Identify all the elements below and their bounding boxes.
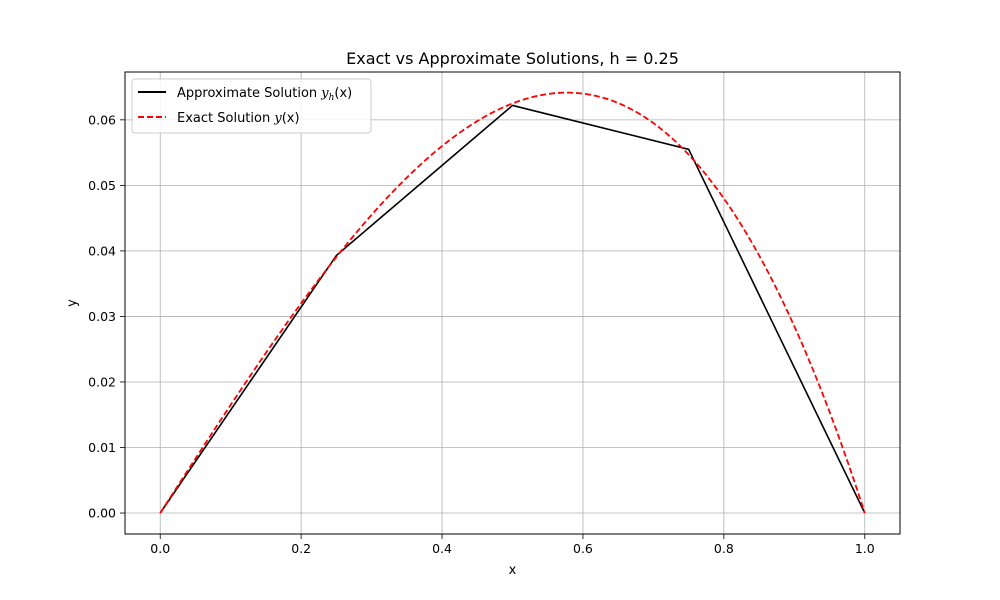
x-tick-label: 1.0: [855, 541, 875, 556]
plot-area: [159, 91, 866, 514]
chart-title: Exact vs Approximate Solutions, h = 0.25: [346, 49, 679, 68]
y-axis-label: y: [65, 299, 80, 307]
y-tick-label: 0.06: [88, 112, 116, 127]
x-tick-label: 0.2: [291, 541, 311, 556]
y-tick-label: 0.05: [88, 178, 116, 193]
y-tick-label: 0.00: [88, 506, 116, 521]
x-tick-label: 0.4: [432, 541, 452, 556]
x-tick-label: 0.0: [150, 541, 170, 556]
y-tick-label: 0.02: [88, 374, 116, 389]
y-tick-label: 0.04: [88, 243, 116, 258]
axes-frame: [124, 71, 901, 535]
x-axis-label: x: [509, 563, 517, 578]
ticks: 0.0 0.2 0.4 0.6 0.8 1.0 0.00 0.01 0.02 0.03 0.04 0.…: [88, 112, 875, 556]
legend-label-approximate: Approximate Solution yh(x): [177, 86, 352, 103]
y-tick-label: 0.03: [88, 309, 116, 324]
x-tick-label: 0.6: [573, 541, 593, 556]
series-line-approximate: [159, 104, 866, 514]
x-tick-label: 0.8: [714, 541, 734, 556]
legend: Approximate Solution yh(x) Exact Solutio…: [131, 78, 372, 134]
y-tick-label: 0.01: [88, 440, 116, 455]
series-line-exact: [159, 91, 866, 514]
legend-box: [131, 78, 372, 134]
legend-label-exact: Exact Solution y(x): [177, 111, 300, 126]
grid: [125, 72, 900, 534]
